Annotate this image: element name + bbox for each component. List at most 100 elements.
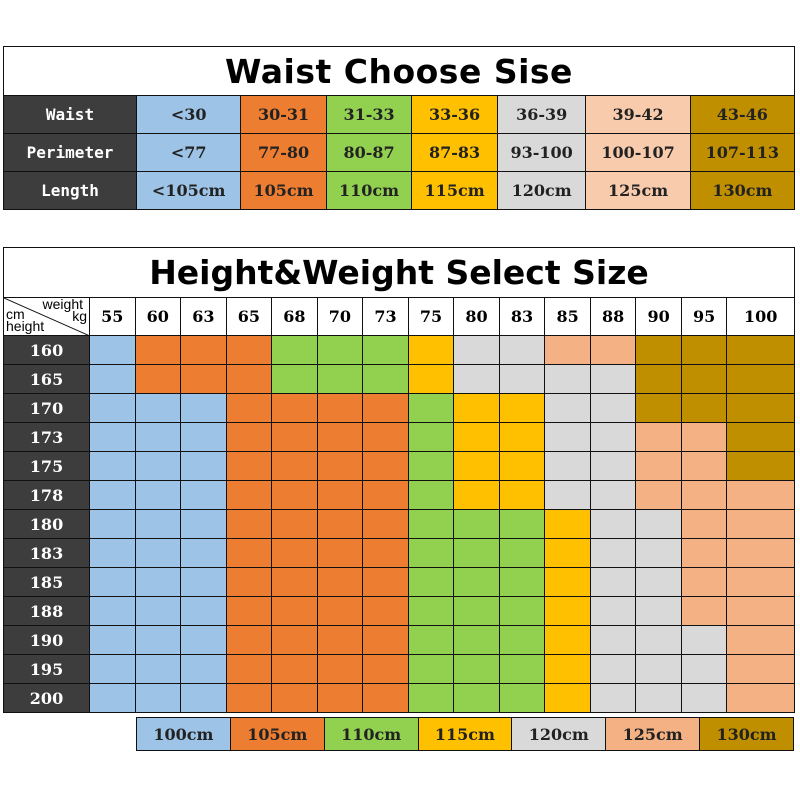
size-cell (316, 538, 364, 568)
size-cell (544, 451, 591, 481)
height-row: 175 (3, 451, 795, 481)
size-cell (589, 509, 637, 539)
size-cell (134, 625, 182, 655)
size-cell (180, 567, 227, 597)
weight-header-cell: 95 (680, 297, 728, 336)
waist-value-cell: 120cm (496, 171, 587, 210)
size-cell (180, 596, 227, 626)
size-cell (225, 451, 273, 481)
size-cell (225, 393, 273, 423)
size-cell (362, 683, 409, 713)
size-cell (134, 422, 182, 452)
size-cell (180, 335, 227, 365)
weight-header-row: weight kg cm height 55 60 63 65 68 70 73 75 80 83… (3, 297, 795, 336)
size-cell (726, 451, 795, 481)
waist-value-cell: 110cm (325, 171, 413, 210)
size-cell (89, 364, 136, 394)
size-cell (134, 451, 182, 481)
size-cell (89, 596, 136, 626)
size-cell (407, 567, 455, 597)
size-cell (271, 364, 318, 394)
weight-header-cell: 65 (225, 297, 273, 336)
size-cell (225, 654, 273, 684)
size-cell (362, 393, 409, 423)
height-row: 195 (3, 654, 795, 684)
size-cell (453, 683, 500, 713)
size-cell (407, 683, 455, 713)
size-cell (453, 654, 500, 684)
size-cell (271, 451, 318, 481)
waist-value-cell: <30 (135, 95, 242, 134)
size-cell (498, 538, 546, 568)
size-cell (134, 683, 182, 713)
size-cell (498, 654, 546, 684)
size-cell (271, 393, 318, 423)
size-cell (89, 654, 136, 684)
size-cell (544, 364, 591, 394)
size-cell (498, 567, 546, 597)
size-cell (498, 480, 546, 510)
waist-size-table: Waist Choose Sise Waist <30 30-31 31-33 33-3… (3, 46, 796, 210)
size-cell (134, 335, 182, 365)
legend-item: 130cm (699, 717, 794, 751)
size-cell (271, 509, 318, 539)
size-cell (635, 335, 682, 365)
waist-table-title: Waist Choose Sise (3, 46, 795, 96)
size-cell (544, 625, 591, 655)
size-cell (453, 509, 500, 539)
size-cell (589, 596, 637, 626)
size-cell (589, 567, 637, 597)
size-cell (589, 625, 637, 655)
size-cell (544, 393, 591, 423)
size-cell (316, 480, 364, 510)
size-cell (589, 393, 637, 423)
size-cell (407, 538, 455, 568)
size-cell (362, 654, 409, 684)
legend-item: 120cm (511, 717, 607, 751)
size-cell (89, 509, 136, 539)
size-cell (635, 364, 682, 394)
size-cell (453, 596, 500, 626)
size-cell (544, 654, 591, 684)
size-cell (134, 393, 182, 423)
waist-row-perimeter: Perimeter <77 77-80 80-87 87-83 93-100 100-107… (3, 133, 796, 172)
size-cell (680, 393, 728, 423)
size-cell (680, 480, 728, 510)
weight-header-cell: 80 (453, 297, 500, 336)
size-cell (180, 538, 227, 568)
size-cell (726, 567, 795, 597)
size-cell (89, 625, 136, 655)
size-cell (544, 422, 591, 452)
size-cell (680, 422, 728, 452)
size-cell (680, 567, 728, 597)
size-cell (271, 596, 318, 626)
size-cell (589, 451, 637, 481)
size-cell (316, 422, 364, 452)
size-cell (407, 393, 455, 423)
size-cell (726, 335, 795, 365)
size-cell (635, 538, 682, 568)
weight-header-cell: 63 (180, 297, 227, 336)
weight-header-cell: 70 (316, 297, 364, 336)
size-cell (407, 335, 455, 365)
height-row-label: 180 (3, 509, 90, 539)
size-cell (726, 393, 795, 423)
size-cell (680, 654, 728, 684)
size-cell (316, 596, 364, 626)
size-cell (544, 509, 591, 539)
size-cell (134, 567, 182, 597)
size-cell (635, 683, 682, 713)
size-cell (89, 335, 136, 365)
size-cell (498, 596, 546, 626)
size-cell (498, 683, 546, 713)
waist-value-cell: 105cm (240, 171, 327, 210)
size-cell (362, 625, 409, 655)
size-cell (498, 509, 546, 539)
size-cell (407, 364, 455, 394)
size-cell (544, 538, 591, 568)
size-cell (635, 422, 682, 452)
size-cell (635, 567, 682, 597)
size-cell (362, 422, 409, 452)
size-cell (362, 364, 409, 394)
size-cell (544, 567, 591, 597)
